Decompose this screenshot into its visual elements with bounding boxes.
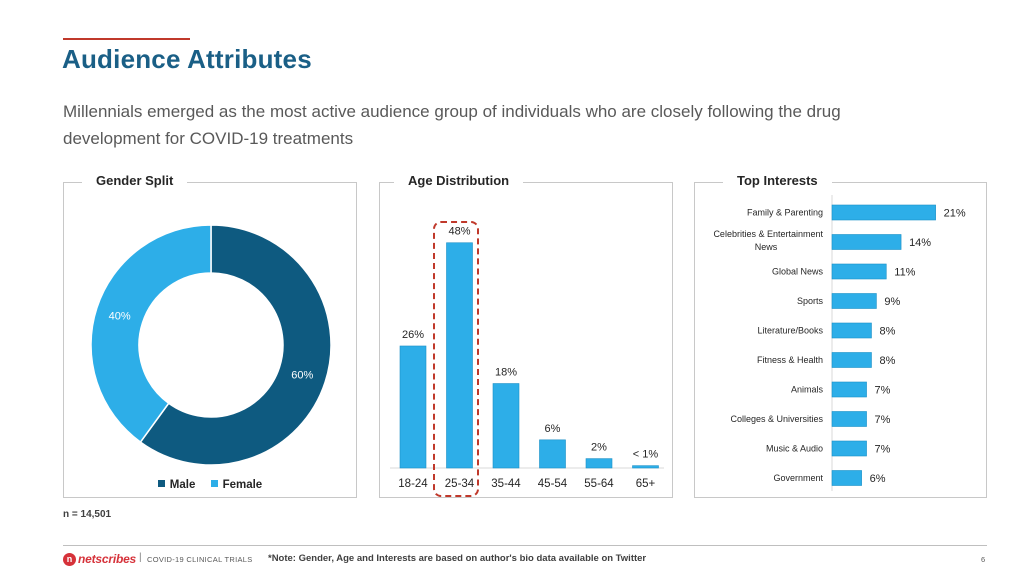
age-tick-25-34: 25-34 (445, 478, 475, 490)
interests-bar-chart: 21% Family & Parenting 14% Celebrities & En… (713, 195, 966, 491)
page-number: 6 (981, 555, 986, 564)
gender-legend: Male Female (64, 479, 356, 491)
interest-value-literature-books: 8% (879, 326, 895, 338)
interest-value-fitness-health: 8% (879, 355, 895, 367)
page-subtitle: Millennials emerged as the most active a… (63, 102, 841, 148)
legend-swatch-female (210, 480, 218, 488)
age-bar-label-65+: < 1% (633, 449, 659, 461)
interest-label-family-parenting: Family & Parenting (747, 208, 823, 218)
interest-value-celebrities-entertainment-news: 14% (909, 237, 931, 249)
age-bar-25-34 (446, 242, 473, 469)
highlight-box-25-34 (433, 221, 479, 497)
age-tick-18-24: 18-24 (398, 478, 428, 490)
age-distribution-panel: Age Distribution 26% 18-24 48% 25-34 18% 35-4… (379, 173, 673, 498)
interest-bar-celebrities-entertainment-news (831, 234, 902, 250)
age-bar-chart: 26% 18-24 48% 25-34 18% 35-44 6% 45-54 2% 55-64 < … (390, 226, 664, 490)
age-bar-55-64 (585, 458, 613, 469)
age-bar-label-45-54: 6% (545, 423, 561, 435)
footer-divider (63, 545, 987, 546)
age-bar-35-44 (492, 383, 520, 469)
age-distribution-title: Age Distribution (394, 173, 524, 188)
interest-value-family-parenting: 21% (944, 208, 966, 220)
interest-label-fitness-health: Fitness & Health (757, 355, 823, 365)
interest-bar-literature-books (831, 322, 872, 339)
footer-note: *Note: Gender, Age and Interests are bas… (268, 553, 647, 564)
donut-label-female: 40% (109, 310, 131, 322)
top-interests-panel: Top Interests 21% Family & Parenting 14% Ce… (694, 173, 987, 498)
gender-donut-chart: 60% 40% (90, 224, 332, 466)
interest-label-celebrities-entertainment-news: Celebrities & Entertainment News (713, 229, 823, 252)
interest-label-music-audio: Music & Audio (766, 444, 823, 454)
age-tick-65+: 65+ (636, 478, 656, 490)
donut-label-male: 60% (291, 370, 313, 382)
interest-bar-sports (831, 293, 877, 309)
age-tick-35-44: 35-44 (491, 478, 521, 490)
interest-bar-colleges-universities (831, 411, 867, 427)
interest-bar-music-audio (831, 440, 867, 457)
age-tick-45-54: 45-54 (538, 478, 568, 490)
interest-label-colleges-universities: Colleges & Universities (730, 414, 823, 424)
legend-item-male: Male (157, 479, 196, 491)
title-accent-rule (63, 38, 190, 40)
legend-swatch-male (157, 480, 165, 488)
interest-value-animals: 7% (875, 385, 891, 397)
legend-label-male: Male (169, 479, 196, 491)
logo-text: netscribes (78, 552, 137, 566)
age-bar-65+ (632, 465, 659, 469)
interest-bar-global-news (831, 263, 887, 280)
page-title: Audience Attributes (62, 44, 312, 74)
interest-label-global-news: Global News (772, 267, 824, 277)
interest-value-colleges-universities: 7% (875, 414, 891, 426)
legend-item-female: Female (210, 479, 263, 491)
age-tick-55-64: 55-64 (584, 478, 614, 490)
interest-value-sports: 9% (884, 296, 900, 308)
interest-value-global-news: 11% (894, 267, 915, 279)
interest-bar-family-parenting (831, 204, 936, 221)
footer-separator: | (139, 552, 142, 563)
footer-label: COVID-19 CLINICAL TRIALS (147, 555, 253, 564)
donut-slice-female (90, 224, 212, 444)
top-interests-title: Top Interests (723, 173, 832, 188)
legend-label-female: Female (222, 479, 263, 491)
age-bar-label-55-64: 2% (591, 442, 607, 454)
interest-label-sports: Sports (797, 296, 824, 306)
interest-label-animals: Animals (791, 385, 824, 395)
interest-bar-animals (831, 381, 867, 398)
gender-split-panel: Gender Split 60% 40% Male Female (63, 173, 357, 498)
age-bar-label-25-34: 48% (448, 226, 470, 238)
age-bar-18-24 (399, 345, 427, 469)
interest-label-government: Government (773, 473, 823, 483)
netscribes-logo: n netscribes (63, 552, 136, 566)
interest-label-literature-books: Literature/Books (757, 326, 823, 336)
age-bar-label-35-44: 18% (495, 367, 517, 379)
sample-size-note: n = 14,501 (63, 509, 112, 520)
interest-bar-fitness-health (831, 352, 872, 368)
interest-value-government: 6% (870, 473, 886, 485)
donut-slice-male (139, 224, 332, 466)
interest-value-music-audio: 7% (875, 444, 891, 456)
gender-split-title: Gender Split (82, 173, 188, 188)
logo-mark-icon: n (63, 552, 76, 566)
age-bar-label-18-24: 26% (402, 329, 424, 341)
interest-bar-government (831, 470, 862, 486)
age-bar-45-54 (539, 439, 566, 469)
